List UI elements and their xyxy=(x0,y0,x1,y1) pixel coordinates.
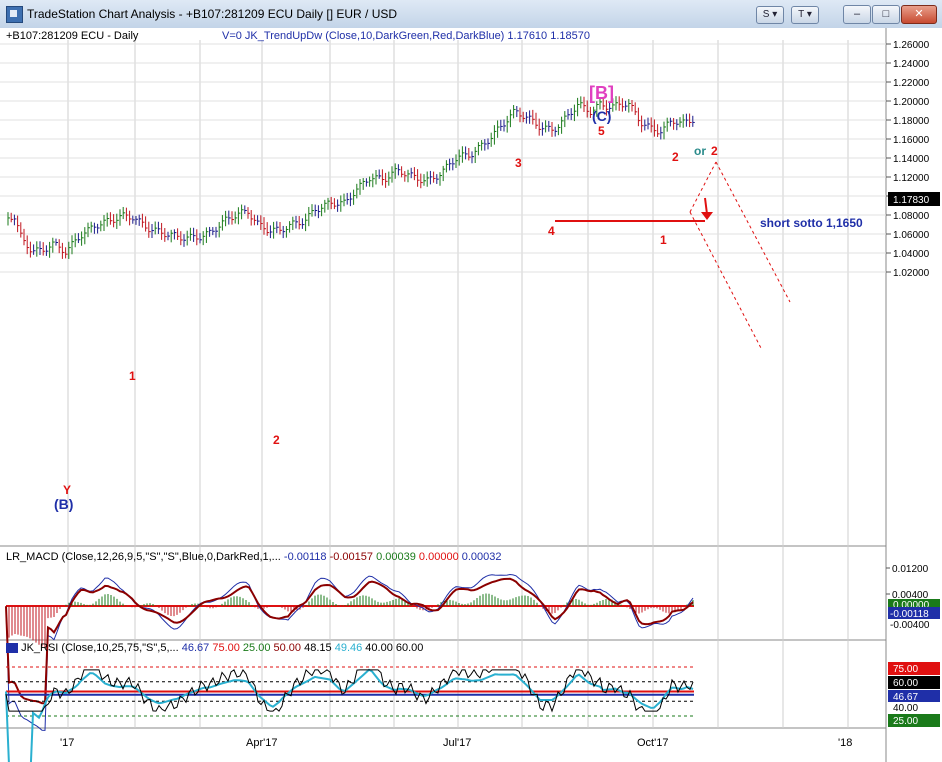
rsi-value-1: 46.67 xyxy=(181,642,210,654)
wave-c-label: (C) xyxy=(592,108,611,124)
time-axis-label-oct17: Oct'17 xyxy=(637,737,668,749)
price-axis-tick-label: 1.24000 xyxy=(893,59,930,70)
macd-signal-line xyxy=(5,577,694,705)
short-note-label: short sotto 1,1650 xyxy=(760,216,863,230)
macd-tag-top-bg xyxy=(888,599,940,610)
macd-tag-value: -0.00118 xyxy=(890,609,929,620)
short-arrow-shaft xyxy=(704,197,708,215)
rsi-plot[interactable] xyxy=(5,666,694,762)
wave-y-label: Y xyxy=(63,483,71,497)
time-axis-label-jan18: '18 xyxy=(838,737,852,749)
wave-b-paren-label: (B) xyxy=(54,496,73,512)
rsi-color-swatch xyxy=(6,643,18,654)
study-label: V=0 JK_TrendUpDw (Close,10,DarkGreen,Red… xyxy=(222,30,590,42)
rsi-tag-75-bg xyxy=(888,662,940,675)
chart-area[interactable]: 1.26000 1.24000 1.22000 1.20000 1.18000 1.160… xyxy=(0,28,942,762)
projection-line-rise[interactable] xyxy=(689,161,717,213)
macd-value-5: 0.00032 xyxy=(461,551,502,563)
last-price-tag: 1.17830 xyxy=(893,195,930,206)
price-axis-tick-label: 1.16000 xyxy=(893,135,930,146)
rsi-tag-60: 60.00 xyxy=(893,678,918,689)
macd-plot[interactable] xyxy=(5,573,694,731)
macd-value-1: -0.00118 xyxy=(283,551,327,563)
wave-or-label: or xyxy=(694,144,706,158)
price-axis-tick-label: 1.06000 xyxy=(893,230,930,241)
macd-axis-tick-1: 0.01200 xyxy=(892,564,929,575)
s-menu-button[interactable]: S ▾ xyxy=(756,6,784,24)
rsi-tag-value: 46.67 xyxy=(893,692,918,703)
wave-1-right-label: 1 xyxy=(660,233,667,247)
price-axis-tick-label: 1.18000 xyxy=(893,116,930,127)
rsi-label-prefix: JK_RSI (Close,10,25,75,"S",5,... xyxy=(21,642,179,654)
macd-axis-tick-2: 0.00400 xyxy=(892,590,929,601)
short-arrow-icon xyxy=(701,212,713,220)
rsi-line xyxy=(5,668,694,713)
rsi-average-line xyxy=(5,668,694,762)
wave-2-top-label: 2 xyxy=(672,150,679,164)
chart-canvas[interactable]: 1.26000 1.24000 1.22000 1.20000 1.18000 1.160… xyxy=(0,28,942,762)
price-axis-tick-label: 1.20000 xyxy=(893,97,930,108)
rsi-value-3: 25.00 xyxy=(242,642,271,654)
macd-value-2: -0.00157 xyxy=(329,551,374,563)
macd-label-prefix: LR_MACD (Close,12,26,9,5,"S","S",Blue,0,… xyxy=(6,551,281,563)
rsi-value-2: 75.00 xyxy=(212,642,240,654)
minimize-button[interactable]: – xyxy=(843,5,871,24)
rsi-tag-75: 75.00 xyxy=(893,664,918,675)
time-axis-label-jan17: '17 xyxy=(60,737,74,749)
last-price-tag-bg xyxy=(888,192,940,206)
price-axis-tick-label: 1.22000 xyxy=(893,78,930,89)
time-axis-label-jul17: Jul'17 xyxy=(443,737,471,749)
price-axis-tick-label: 1.02000 xyxy=(893,268,930,279)
maximize-button[interactable]: □ xyxy=(872,5,900,24)
rsi-value-7: 40.00 xyxy=(365,642,393,654)
wave-5-label: 5 xyxy=(598,124,605,138)
price-axis-tick-label: 1.14000 xyxy=(893,154,930,165)
wave-b-bracket-label: [B] xyxy=(589,83,614,103)
wave-4-label: 4 xyxy=(548,224,555,238)
price-axis-tick-label: 1.08000 xyxy=(893,211,930,222)
rsi-tag-value-bg xyxy=(888,690,940,703)
macd-value-3: 0.00039 xyxy=(376,551,416,563)
rsi-tag-40: 40.00 xyxy=(893,703,918,714)
price-bars[interactable] xyxy=(7,96,695,259)
macd-line xyxy=(5,573,694,731)
price-axis-tick-label: 1.26000 xyxy=(893,40,930,51)
macd-tag-bottom: -0.00400 xyxy=(890,620,930,631)
symbol-label: +B107:281209 ECU - Daily xyxy=(6,30,139,42)
title-bar: TradeStation Chart Analysis - +B107:2812… xyxy=(0,0,942,29)
time-axis-label-apr17: Apr'17 xyxy=(246,737,277,749)
macd-tag-value-bg xyxy=(888,607,940,619)
wave-1-left-label: 1 xyxy=(129,369,136,383)
price-axis-tick-label: 1.04000 xyxy=(893,249,930,260)
wave-3-label: 3 xyxy=(515,156,522,170)
rsi-label: JK_RSI (Close,10,25,75,"S",5,... 46.67 7… xyxy=(6,642,423,654)
projection-line-lower[interactable] xyxy=(689,211,763,351)
rsi-tag-40-bg xyxy=(888,702,940,714)
t-menu-button[interactable]: T ▾ xyxy=(791,6,819,24)
macd-label: LR_MACD (Close,12,26,9,5,"S","S",Blue,0,… xyxy=(6,551,502,563)
macd-tag-top: 0.00000 xyxy=(893,600,930,611)
window-title: TradeStation Chart Analysis - +B107:2812… xyxy=(27,7,398,21)
wave-2-alt-label: 2 xyxy=(711,144,718,158)
rsi-tag-25-bg xyxy=(888,714,940,727)
rsi-tag-25: 25.00 xyxy=(893,716,918,727)
price-axis-tick-label: 1.12000 xyxy=(893,173,930,184)
rsi-value-6: 49.46 xyxy=(334,642,363,654)
wave-2-left-label: 2 xyxy=(273,433,280,447)
close-button[interactable]: ✕ xyxy=(901,5,937,24)
macd-value-4: 0.00000 xyxy=(418,551,459,563)
rsi-tag-60-bg xyxy=(888,676,940,689)
tradestation-app-icon[interactable] xyxy=(6,6,23,23)
projection-line-upper[interactable] xyxy=(715,161,791,303)
rsi-value-8: 60.00 xyxy=(395,642,424,654)
rsi-value-4: 50.00 xyxy=(273,642,302,654)
rsi-value-5: 48.15 xyxy=(304,642,332,654)
